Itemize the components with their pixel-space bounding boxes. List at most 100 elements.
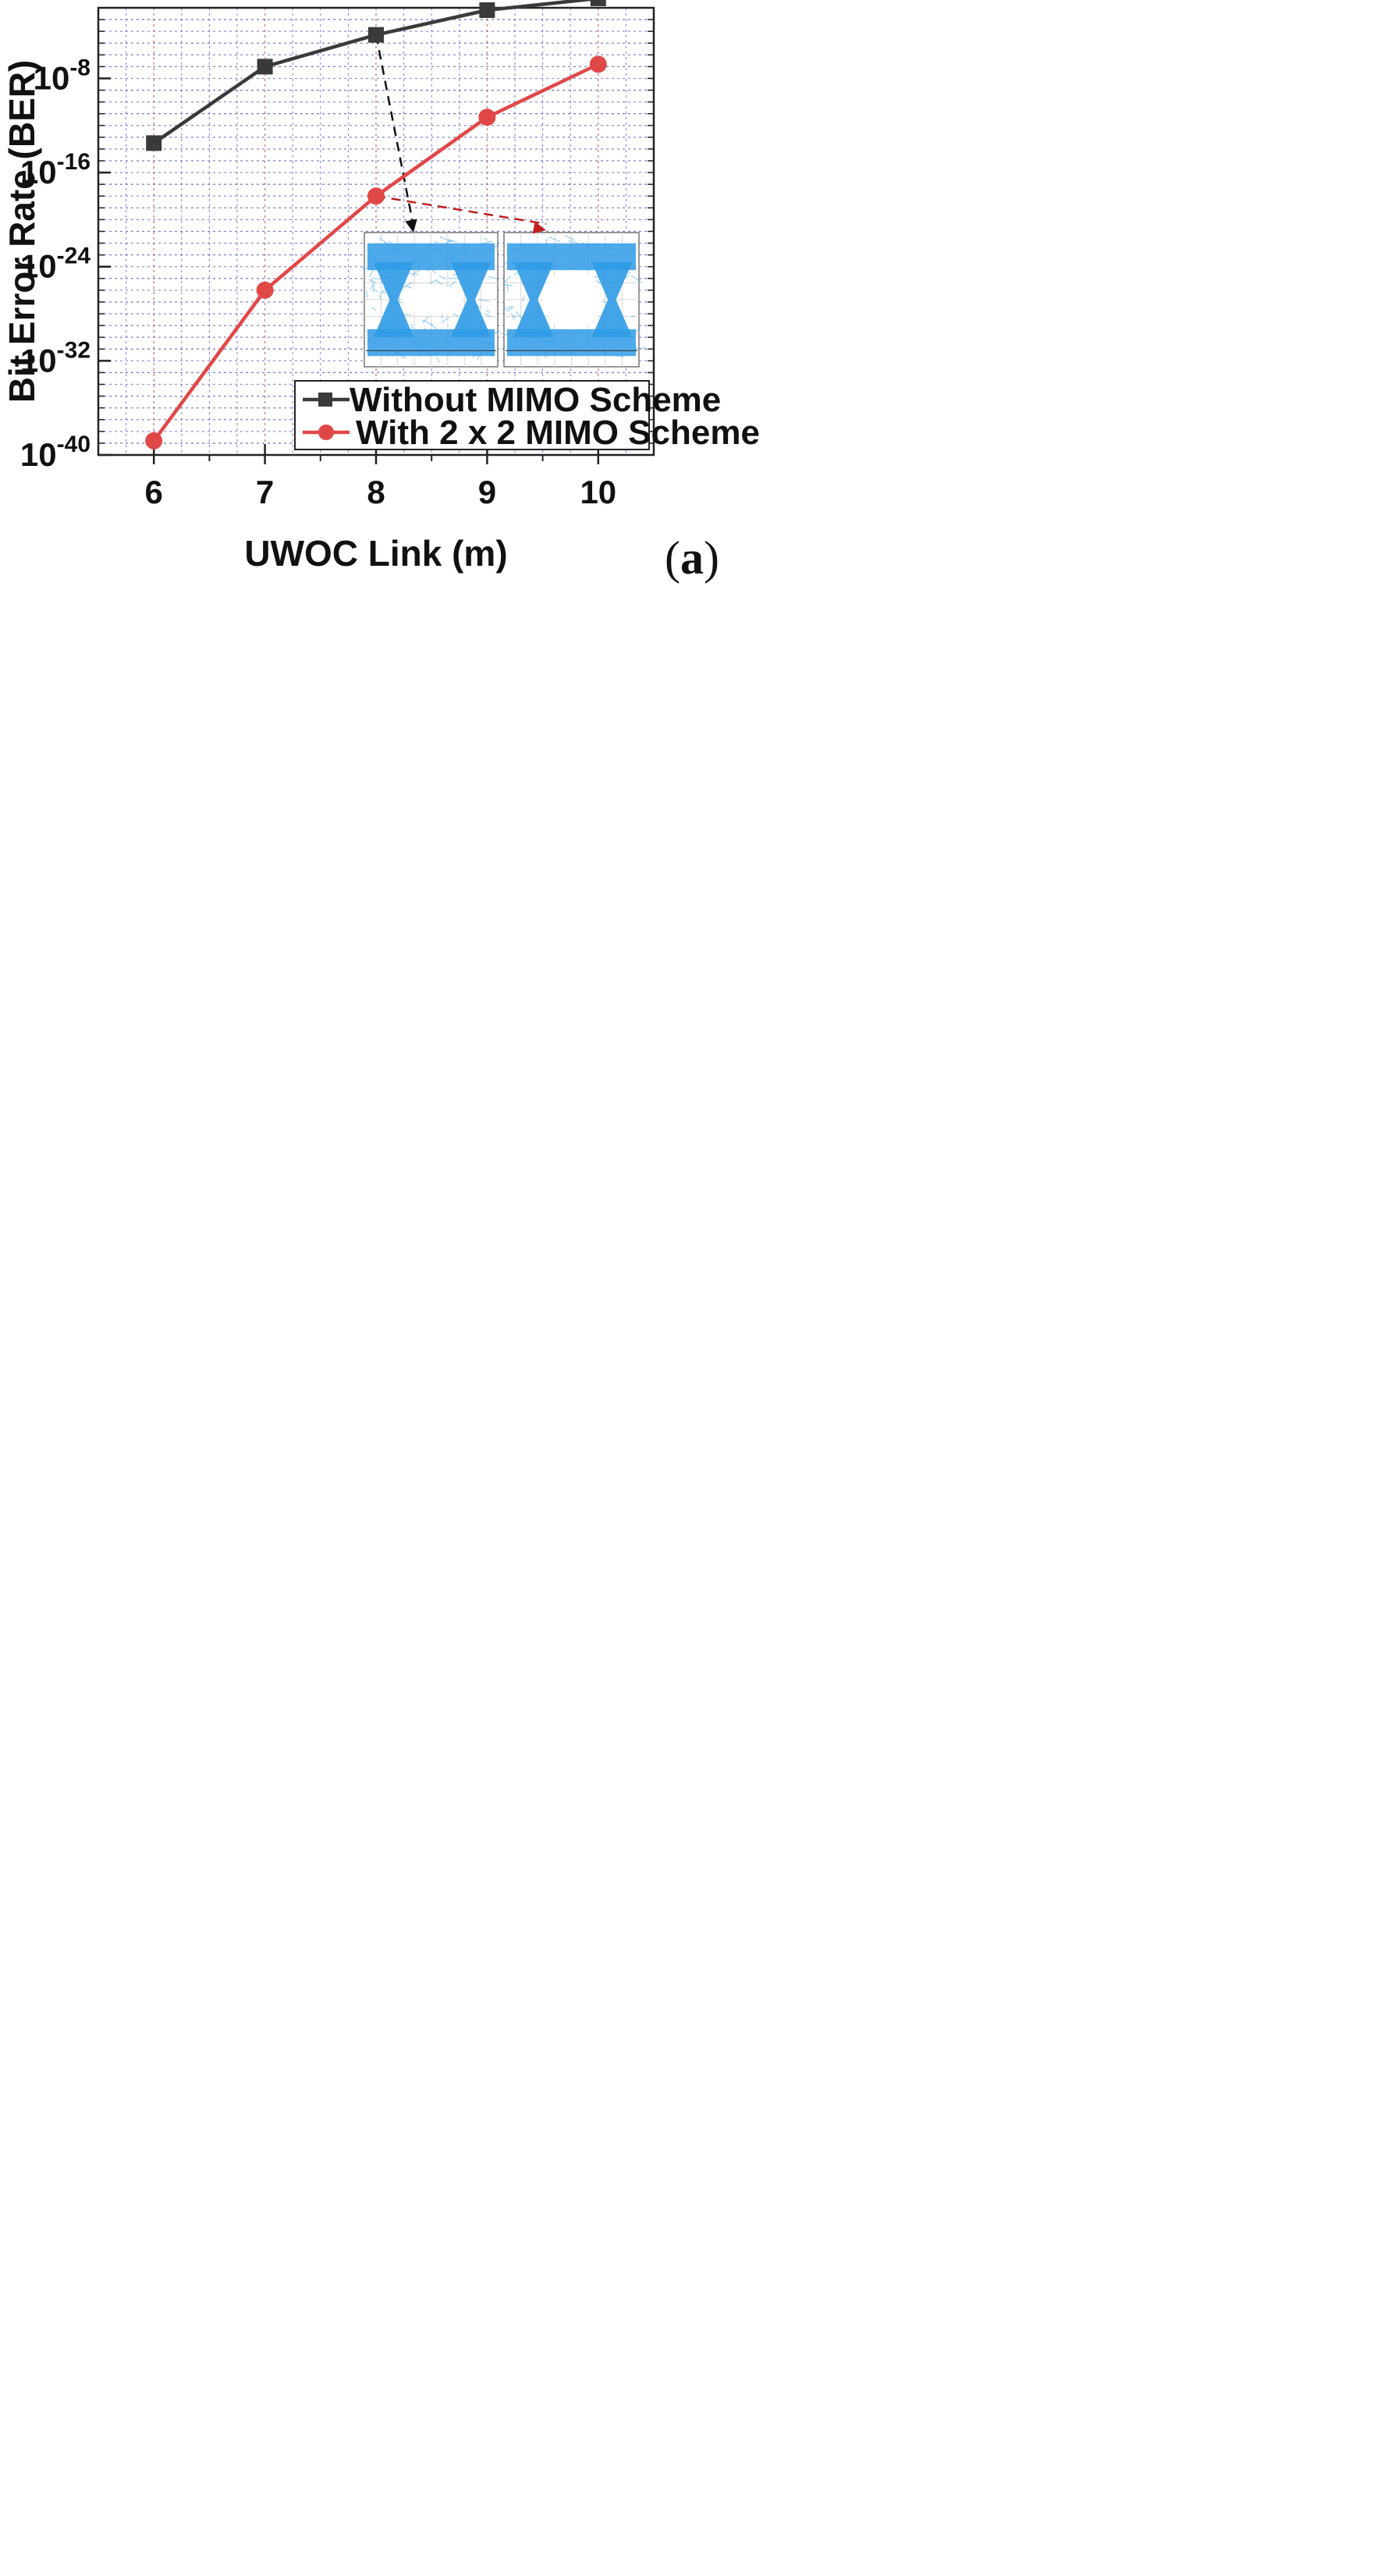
eye-noise-trace — [384, 241, 391, 248]
eye-noise-trace — [542, 341, 549, 346]
eye-noise-trace — [406, 346, 410, 349]
eye-noise-trace — [620, 274, 630, 282]
eye-noise-trace — [490, 330, 501, 336]
legend-box — [294, 380, 650, 450]
eye-noise-trace — [477, 319, 481, 325]
eye-noise-trace — [608, 267, 612, 270]
eye-noise-trace — [531, 350, 541, 354]
eye-noise-trace — [406, 265, 414, 271]
eye-noise-trace — [528, 243, 534, 249]
eye-noise-trace — [436, 248, 447, 253]
y-tick-label: 10-8 — [34, 55, 90, 96]
eye-noise-trace — [491, 243, 499, 251]
eye-noise-trace — [521, 314, 526, 323]
eye-noise-trace — [383, 260, 385, 268]
panel-caption: (a) — [665, 532, 719, 584]
eye-noise-trace — [634, 346, 637, 353]
eye-noise-trace — [378, 294, 381, 300]
eye-noise-trace — [416, 259, 420, 268]
eye-noise-trace — [587, 337, 591, 345]
data-point-square — [257, 59, 273, 75]
eye-noise-trace — [406, 272, 418, 275]
eye-noise-trace — [502, 305, 513, 311]
eye-noise-trace — [384, 325, 387, 334]
dashed-arrow-line — [375, 195, 547, 226]
eye-noise-trace — [439, 236, 451, 242]
x-tick-label: 10 — [580, 474, 616, 510]
eye-diagram-inset-0 — [360, 232, 501, 368]
eye-noise-trace — [615, 355, 624, 357]
eye-noise-trace — [438, 275, 447, 280]
eye-noise-trace — [431, 329, 435, 335]
eye-noise-trace — [383, 330, 393, 335]
eye-noise-trace — [596, 323, 605, 329]
eye-noise-trace — [369, 279, 376, 283]
data-point-square — [368, 27, 384, 43]
legend-label: Without MIMO Scheme — [350, 381, 721, 419]
eye-noise-trace — [573, 262, 582, 267]
eye-noise-trace — [467, 273, 472, 281]
x-tick-label: 8 — [367, 474, 385, 510]
eye-noise-trace — [541, 318, 545, 322]
data-point-circle — [589, 55, 607, 73]
eye-noise-trace — [373, 289, 378, 293]
eye-noise-trace — [436, 357, 441, 364]
eye-noise-trace — [393, 309, 403, 314]
eye-noise-trace — [431, 268, 436, 274]
eye-noise-trace — [360, 266, 370, 270]
eye-noise-trace — [425, 343, 428, 344]
eye-noise-trace — [506, 306, 514, 313]
x-tick-label: 6 — [145, 474, 163, 510]
eye-noise-trace — [410, 323, 413, 329]
eye-noise-trace — [369, 254, 378, 258]
eye-noise-trace — [444, 338, 452, 344]
eye-noise-trace — [473, 328, 478, 331]
eye-noise-trace — [602, 272, 614, 280]
series-line-1 — [152, 0, 599, 145]
eye-noise-trace — [423, 336, 425, 343]
eye-noise-trace — [484, 340, 491, 346]
eye-noise-trace — [380, 286, 387, 295]
eye-noise-trace — [478, 299, 490, 302]
x-tick-label: 9 — [478, 474, 496, 510]
eye-noise-trace — [488, 275, 498, 280]
data-point-square — [146, 135, 162, 151]
eye-noise-trace — [379, 259, 388, 266]
eye-noise-trace — [393, 350, 406, 359]
eye-opening — [543, 270, 603, 329]
eye-noise-trace — [378, 237, 389, 246]
eye-noise-trace — [533, 315, 537, 322]
eye-noise-trace — [402, 350, 406, 358]
chart-a: 10-8 10-16 10-24 10-32 10-40 6 7 8 9 10 UWOC Link … — [2, 0, 760, 584]
eye-noise-trace — [573, 247, 580, 254]
eye-noise-trace — [387, 353, 390, 357]
eye-noise-trace — [531, 266, 538, 268]
data-point-circle — [256, 281, 274, 299]
y-tick-label: 10-32 — [20, 337, 90, 378]
eye-noise-trace — [474, 329, 477, 336]
eye-noise-trace — [609, 293, 616, 301]
eye-noise-trace — [546, 343, 559, 346]
eye-noise-trace — [501, 332, 511, 336]
eye-noise-trace — [454, 343, 459, 346]
eye-noise-trace — [577, 258, 586, 264]
eye-noise-trace — [372, 284, 374, 293]
eye-noise-trace — [485, 309, 491, 313]
eye-noise-trace — [369, 270, 374, 278]
eye-noise-trace — [519, 247, 524, 250]
eye-noise-trace — [627, 254, 630, 258]
eye-noise-trace — [533, 315, 542, 321]
eye-noise-trace — [482, 240, 492, 244]
eye-noise-trace — [370, 282, 374, 290]
eye-noise-trace — [417, 343, 424, 348]
eye-noise-trace — [634, 346, 647, 350]
legend-label: With 2 x 2 MIMO Scheme — [356, 414, 760, 452]
eye-noise-trace — [452, 313, 460, 317]
data-point-square — [479, 2, 495, 19]
eye-noise-trace — [460, 284, 470, 290]
eye-opening — [403, 283, 462, 316]
eye-noise-trace — [399, 243, 410, 248]
eye-noise-trace — [594, 255, 606, 261]
eye-noise-trace — [598, 339, 606, 347]
